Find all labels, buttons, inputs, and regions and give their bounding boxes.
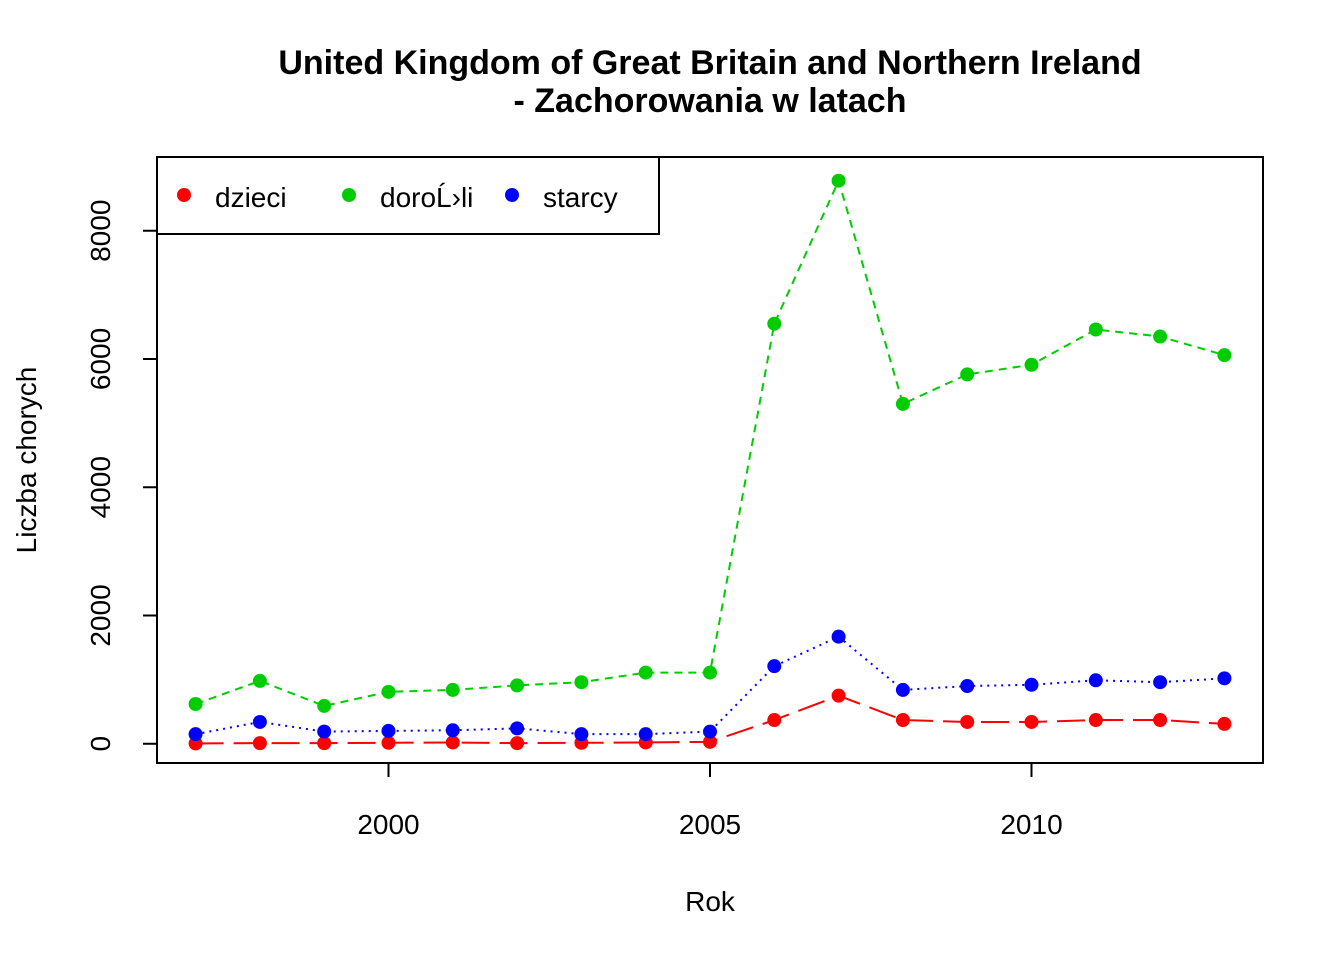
legend-marker [177,188,191,202]
data-point [1024,714,1039,729]
data-point [767,316,782,331]
y-tick-label: 6000 [85,328,116,390]
data-point [574,727,589,742]
chart-title-line2: - Zachorowania w latach [514,82,907,120]
series-line [195,635,1225,736]
data-point [767,713,782,728]
data-point [252,714,267,729]
data-point [831,629,846,644]
data-point [445,682,460,697]
data-point [703,665,717,680]
data-point [1024,677,1039,692]
data-point [960,367,975,382]
data-point [381,735,396,750]
data-point [445,723,460,738]
data-point [317,698,332,713]
legend-label: dzieci [215,182,287,213]
data-point [252,673,267,688]
data-point [188,697,203,712]
y-axis: 0 2000 4000 6000 8000 [85,200,158,752]
data-point [252,736,267,751]
data-point [317,724,332,739]
data-point [703,724,717,739]
data-point [638,727,653,742]
data-point [895,713,910,728]
data-point [895,396,910,411]
data-point [703,734,717,749]
series-1 [188,173,1232,713]
series-2 [188,629,1232,742]
data-point [1153,713,1168,728]
data-point [574,675,589,690]
data-point [1088,713,1103,728]
data-point [831,173,846,188]
x-tick-label: 2010 [1000,809,1062,840]
data-point [1024,357,1039,372]
data-point [960,714,975,729]
series-line [195,177,1225,707]
data-point [510,721,525,736]
x-axis-label: Rok [685,886,736,917]
y-axis-label: Liczba chorych [11,367,42,554]
data-point [767,659,782,674]
data-point [831,688,846,703]
data-point [960,679,975,694]
data-point [1153,329,1168,344]
series-0 [188,688,1232,751]
data-point [1217,716,1232,731]
data-point [1217,671,1232,686]
data-point [638,665,653,680]
data-point [1217,348,1232,363]
data-point [317,736,332,751]
data-point [895,682,910,697]
legend-marker [505,188,519,202]
data-point [1088,322,1103,337]
series-layer [188,173,1232,751]
legend-box [156,156,660,235]
data-point [510,736,525,751]
x-axis: 2000 2005 2010 [357,762,1063,840]
legend-item: starcy [505,182,618,213]
y-tick-label: 8000 [85,200,116,262]
legend-label: starcy [543,182,618,213]
y-tick-label: 2000 [85,584,116,646]
y-tick-label: 4000 [85,456,116,518]
legend-item: dzieci [177,182,287,213]
data-point [188,727,203,742]
data-point [381,723,396,738]
x-tick-label: 2005 [679,809,741,840]
legend-item: doroĹ›li [342,182,473,213]
data-point [445,735,460,750]
legend-marker [342,188,356,202]
legend-label: doroĹ›li [380,182,473,213]
legend: dzieci doroĹ›li starcy [156,156,660,235]
x-tick-label: 2000 [357,809,419,840]
chart-title-line1: United Kingdom of Great Britain and Nort… [278,44,1141,82]
data-point [1088,673,1103,688]
data-point [1153,675,1168,690]
data-point [510,678,525,693]
data-point [381,684,396,699]
y-tick-label: 0 [85,736,116,752]
